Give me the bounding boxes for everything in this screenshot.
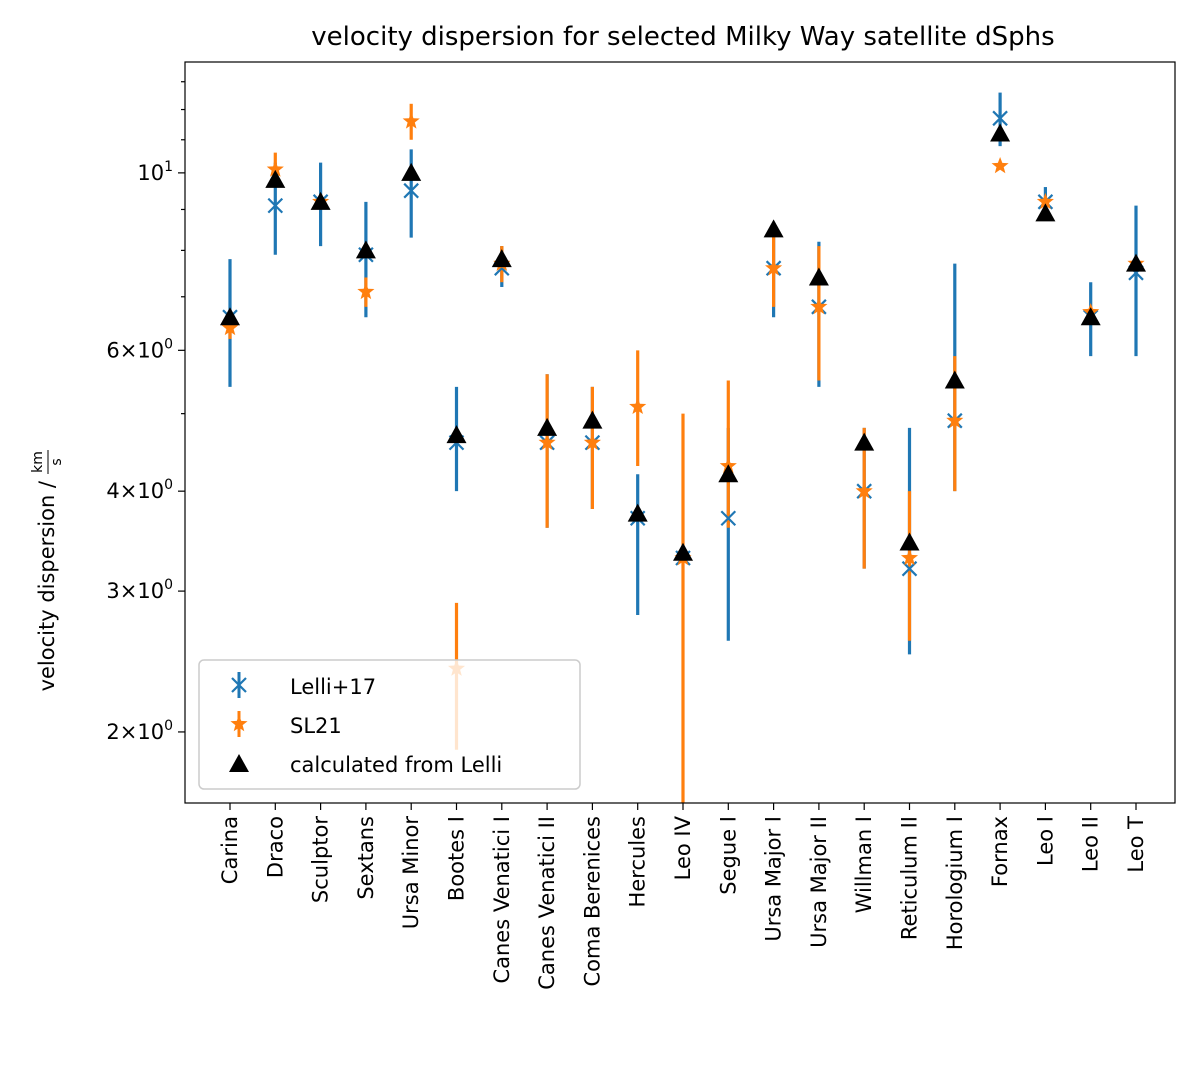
sl21-point-fornax: [991, 156, 1009, 174]
sl21-point-carina: [221, 318, 239, 336]
legend-frame: [198, 659, 581, 790]
y-tick-label: 3×100: [106, 577, 173, 603]
x-tick-label-fornax: Fornax: [988, 816, 1012, 887]
x-tick-label-leo-iv: Leo IV: [671, 815, 695, 880]
sl21-point-willman-i: [855, 482, 873, 499]
sl21-point-leo-i: [1036, 192, 1054, 210]
y-tick-label: 101: [137, 159, 173, 185]
calculated-point-coma-berenices: [582, 410, 603, 429]
sl21-point-ursa-major-ii: [810, 297, 828, 315]
calculated-point-fornax: [990, 123, 1011, 142]
y-tick-label: 6×100: [106, 336, 173, 362]
y-axis-label-prefix: velocity dispersion /: [35, 480, 59, 691]
y-axis-unit-numerator: km: [30, 451, 46, 473]
calculated-point-ursa-major-ii: [808, 267, 829, 286]
x-tick-label-ursa-minor: Ursa Minor: [399, 816, 423, 930]
legend: Lelli+17 SL21 calculated from Lelli: [198, 659, 581, 790]
sl21-point-ursa-minor: [402, 112, 420, 129]
x-tick-label-willman-i: Willman I: [852, 816, 876, 913]
legend-label-lelli17: Lelli+17: [290, 675, 376, 699]
sl21-point-draco: [266, 160, 284, 177]
plot-area: [220, 92, 1146, 803]
y-axis-unit-denominator: s: [49, 458, 65, 465]
x-tick-label-canes-venatici-ii: Canes Venatici II: [535, 816, 559, 990]
x-tick-label-hercules: Hercules: [626, 816, 650, 907]
calculated-point-draco: [265, 169, 286, 188]
sl21-point-reticulum-ii: [900, 548, 919, 566]
calculated-point-willman-i: [854, 432, 875, 451]
calculated-point-sextans: [355, 240, 376, 259]
calculated-point-canes-venatici-ii: [537, 417, 558, 436]
plot-frame: [184, 61, 1176, 804]
calculated-point-leo-iv: [673, 542, 693, 561]
x-tick-label-segue-i: Segue I: [716, 816, 740, 895]
calculated-point-carina: [220, 307, 240, 326]
x-tick-label-leo-ii: Leo II: [1079, 816, 1103, 872]
calculated-point-bootes-i: [446, 425, 467, 444]
calculated-point-reticulum-ii: [899, 532, 920, 551]
y-axis-label: velocity dispersion / km s: [30, 450, 65, 691]
x-tick-label-horologium-i: Horologium I: [943, 816, 967, 950]
calculated-point-leo-ii: [1080, 307, 1101, 326]
x-axis-ticks: Carina Draco Sculptor Sextans Ursa Minor Boot…: [218, 803, 1148, 990]
x-tick-label-draco: Draco: [263, 816, 287, 878]
y-tick-label: 4×100: [106, 477, 173, 503]
calculated-point-sculptor: [310, 191, 331, 210]
lelli17-point-ursa-minor: [403, 182, 419, 199]
x-tick-label-reticulum-ii: Reticulum II: [898, 816, 922, 940]
sl21-point-ursa-major-i: [765, 259, 783, 276]
calculated-point-segue-i: [718, 464, 739, 483]
x-tick-label-canes-venatici-i: Canes Venatici I: [490, 816, 514, 984]
sl21-point-horologium-i: [946, 411, 964, 428]
legend-swatch-lelli17-marker: [231, 677, 247, 693]
lelli17-point-fornax: [992, 110, 1008, 127]
calculated-point-leo-i: [1035, 203, 1056, 222]
sl21-point-sextans: [357, 282, 375, 300]
x-tick-label-coma-berenices: Coma Berenices: [580, 816, 604, 986]
y-axis-ticks: 2×100 3×100 4×100 6×100 101: [106, 81, 185, 744]
x-tick-label-bootes-i: Bootes I: [445, 816, 469, 901]
sl21-point-hercules: [629, 397, 647, 415]
lelli17-point-draco: [267, 197, 284, 214]
legend-swatch-sl21-marker: [230, 715, 248, 732]
lelli17-point-segue-i: [720, 510, 737, 527]
calculated-point-hercules: [627, 503, 648, 522]
x-tick-label-ursa-major-i: Ursa Major I: [762, 816, 786, 942]
x-tick-label-ursa-major-ii: Ursa Major II: [807, 816, 831, 948]
sl21-point-coma-berenices: [583, 433, 601, 450]
x-tick-label-leo-i: Leo I: [1033, 816, 1057, 866]
calculated-point-canes-venatici-i: [491, 249, 512, 268]
calculated-point-ursa-major-i: [763, 219, 784, 238]
legend-label-calculated: calculated from Lelli: [290, 753, 502, 777]
legend-label-sl21: SL21: [290, 714, 342, 738]
x-tick-label-carina: Carina: [218, 816, 242, 884]
x-tick-label-sextans: Sextans: [354, 816, 378, 900]
x-tick-label-sculptor: Sculptor: [309, 816, 333, 903]
x-tick-label-leo-t: Leo T: [1124, 816, 1148, 873]
y-tick-label: 2×100: [106, 718, 173, 744]
calculated-point-leo-t: [1126, 253, 1146, 272]
calculated-point-horologium-i: [944, 370, 965, 389]
calculated-point-ursa-minor: [401, 162, 422, 181]
chart-title: velocity dispersion for selected Milky W…: [311, 22, 1054, 52]
legend-swatch-calculated-marker: [229, 754, 249, 772]
sl21-point-canes-venatici-ii: [538, 433, 556, 450]
